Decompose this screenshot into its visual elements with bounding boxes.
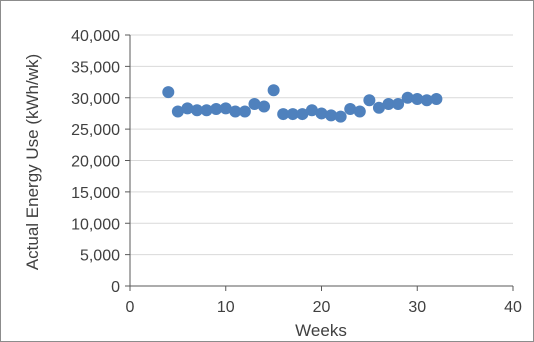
data-point [181,102,194,115]
data-point [411,93,424,106]
y-tick-label: 25,000 [71,122,120,139]
y-tick-label: 35,000 [71,59,120,76]
data-point [210,103,223,116]
data-point [401,91,414,104]
data-point [162,86,175,99]
x-tick-label: 40 [504,299,522,316]
data-point [286,108,299,121]
data-point [296,108,309,121]
data-point [344,103,357,116]
tick-labels: 0 5,000 10,000 15,000 20,000 25,000 30,000 35,0… [71,28,522,316]
data-point [200,104,213,117]
data-point [325,109,338,122]
y-tick-label: 10,000 [71,216,120,233]
y-tick-label: 15,000 [71,185,120,202]
y-tick-label: 30,000 [71,91,120,108]
data-point [219,102,232,115]
data-point [420,94,433,107]
x-tick-label: 30 [408,299,426,316]
data-point [392,98,405,111]
data-point [430,93,443,106]
data-point [229,105,242,118]
data-point [171,105,184,118]
data-point [238,105,251,118]
y-tick-label: 40,000 [71,28,120,45]
data-point [372,101,385,114]
gridlines [130,34,513,256]
y-tick-label: 20,000 [71,154,120,171]
y-tick-label: 0 [111,279,120,296]
data-point [334,110,347,123]
x-tick-label: 0 [126,299,135,316]
data-point [363,94,376,107]
data-point [248,98,261,111]
data-point [353,105,366,118]
data-point [305,104,318,117]
data-points [162,84,443,123]
y-axis-title: Actual Energy Use (kWh/wk) [23,54,42,270]
data-point [315,107,328,120]
data-point [258,100,271,113]
data-point [191,104,204,117]
data-point [382,98,395,111]
x-tick-label: 20 [313,299,331,316]
axes [125,34,514,291]
x-tick-label: 10 [217,299,235,316]
y-tick-label: 5,000 [80,248,120,265]
x-axis-title: Weeks [295,321,347,340]
data-point [277,108,290,121]
data-point [267,84,280,97]
